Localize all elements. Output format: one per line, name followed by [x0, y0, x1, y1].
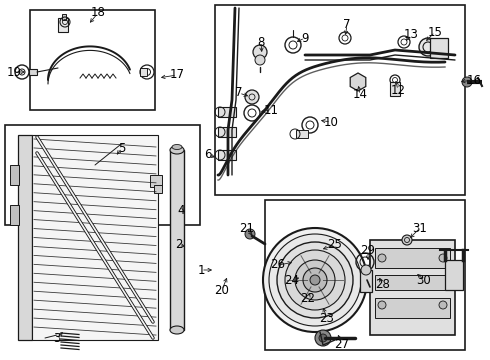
Text: 27: 27 — [335, 338, 349, 351]
Circle shape — [378, 254, 386, 262]
Text: 26: 26 — [270, 258, 286, 271]
Bar — [218, 150, 236, 160]
Bar — [430, 38, 448, 58]
Text: 29: 29 — [361, 243, 375, 256]
Bar — [29, 69, 37, 75]
Bar — [215, 5, 465, 195]
Bar — [140, 68, 147, 76]
Circle shape — [263, 228, 367, 332]
Bar — [150, 175, 162, 187]
Circle shape — [402, 235, 412, 245]
Text: 5: 5 — [118, 141, 126, 154]
Text: 20: 20 — [215, 284, 229, 297]
Ellipse shape — [172, 144, 182, 149]
Circle shape — [439, 301, 447, 309]
Text: 11: 11 — [264, 104, 278, 117]
Text: 4: 4 — [177, 203, 185, 216]
Bar — [5, 125, 200, 225]
Circle shape — [255, 55, 265, 65]
Text: 7: 7 — [235, 86, 243, 99]
Circle shape — [315, 330, 331, 346]
Circle shape — [439, 254, 447, 262]
Circle shape — [310, 275, 320, 285]
Circle shape — [245, 229, 255, 239]
Text: 2: 2 — [175, 238, 183, 252]
Text: 9: 9 — [301, 31, 309, 45]
Text: 22: 22 — [300, 292, 316, 305]
Text: 1: 1 — [197, 264, 205, 276]
Circle shape — [378, 301, 386, 309]
Text: 21: 21 — [240, 221, 254, 234]
Circle shape — [285, 250, 345, 310]
Text: 8: 8 — [257, 36, 265, 49]
Circle shape — [319, 334, 327, 342]
Text: 16: 16 — [466, 73, 482, 86]
Bar — [58, 18, 68, 32]
Text: 31: 31 — [413, 221, 427, 234]
Bar — [375, 298, 450, 318]
Bar — [170, 150, 184, 330]
Text: 14: 14 — [352, 89, 368, 102]
Bar — [62, 14, 66, 20]
Bar — [360, 270, 372, 292]
Bar — [445, 260, 463, 290]
Text: 23: 23 — [319, 311, 335, 324]
Circle shape — [419, 38, 437, 56]
Text: 19: 19 — [6, 66, 22, 78]
Bar — [370, 240, 455, 335]
Circle shape — [277, 242, 353, 318]
Text: 15: 15 — [428, 26, 442, 39]
Bar — [218, 127, 236, 137]
Circle shape — [245, 90, 259, 104]
Bar — [390, 82, 400, 96]
Circle shape — [361, 265, 371, 275]
Text: 12: 12 — [391, 84, 406, 96]
Circle shape — [295, 260, 335, 300]
Text: 6: 6 — [204, 148, 212, 162]
Text: 25: 25 — [327, 238, 343, 252]
Bar — [10, 165, 19, 185]
Bar — [375, 275, 450, 290]
Text: 28: 28 — [375, 279, 391, 292]
Ellipse shape — [170, 326, 184, 334]
Circle shape — [269, 234, 361, 326]
Bar — [218, 107, 236, 117]
Text: 17: 17 — [170, 68, 185, 81]
Circle shape — [253, 45, 267, 59]
Bar — [30, 10, 155, 110]
Text: 24: 24 — [285, 274, 299, 287]
Text: 18: 18 — [91, 6, 105, 19]
Bar — [32, 135, 158, 340]
Bar — [154, 185, 162, 193]
Bar — [296, 130, 308, 138]
Bar — [265, 200, 465, 350]
Circle shape — [462, 77, 472, 87]
Ellipse shape — [170, 146, 184, 154]
Text: 10: 10 — [323, 116, 339, 129]
Circle shape — [303, 268, 327, 292]
Bar — [375, 248, 450, 268]
Text: 13: 13 — [404, 28, 418, 41]
Text: 3: 3 — [53, 332, 61, 345]
Bar — [18, 135, 32, 340]
Text: 7: 7 — [343, 18, 351, 31]
Bar — [10, 205, 19, 225]
Text: 30: 30 — [416, 274, 431, 287]
